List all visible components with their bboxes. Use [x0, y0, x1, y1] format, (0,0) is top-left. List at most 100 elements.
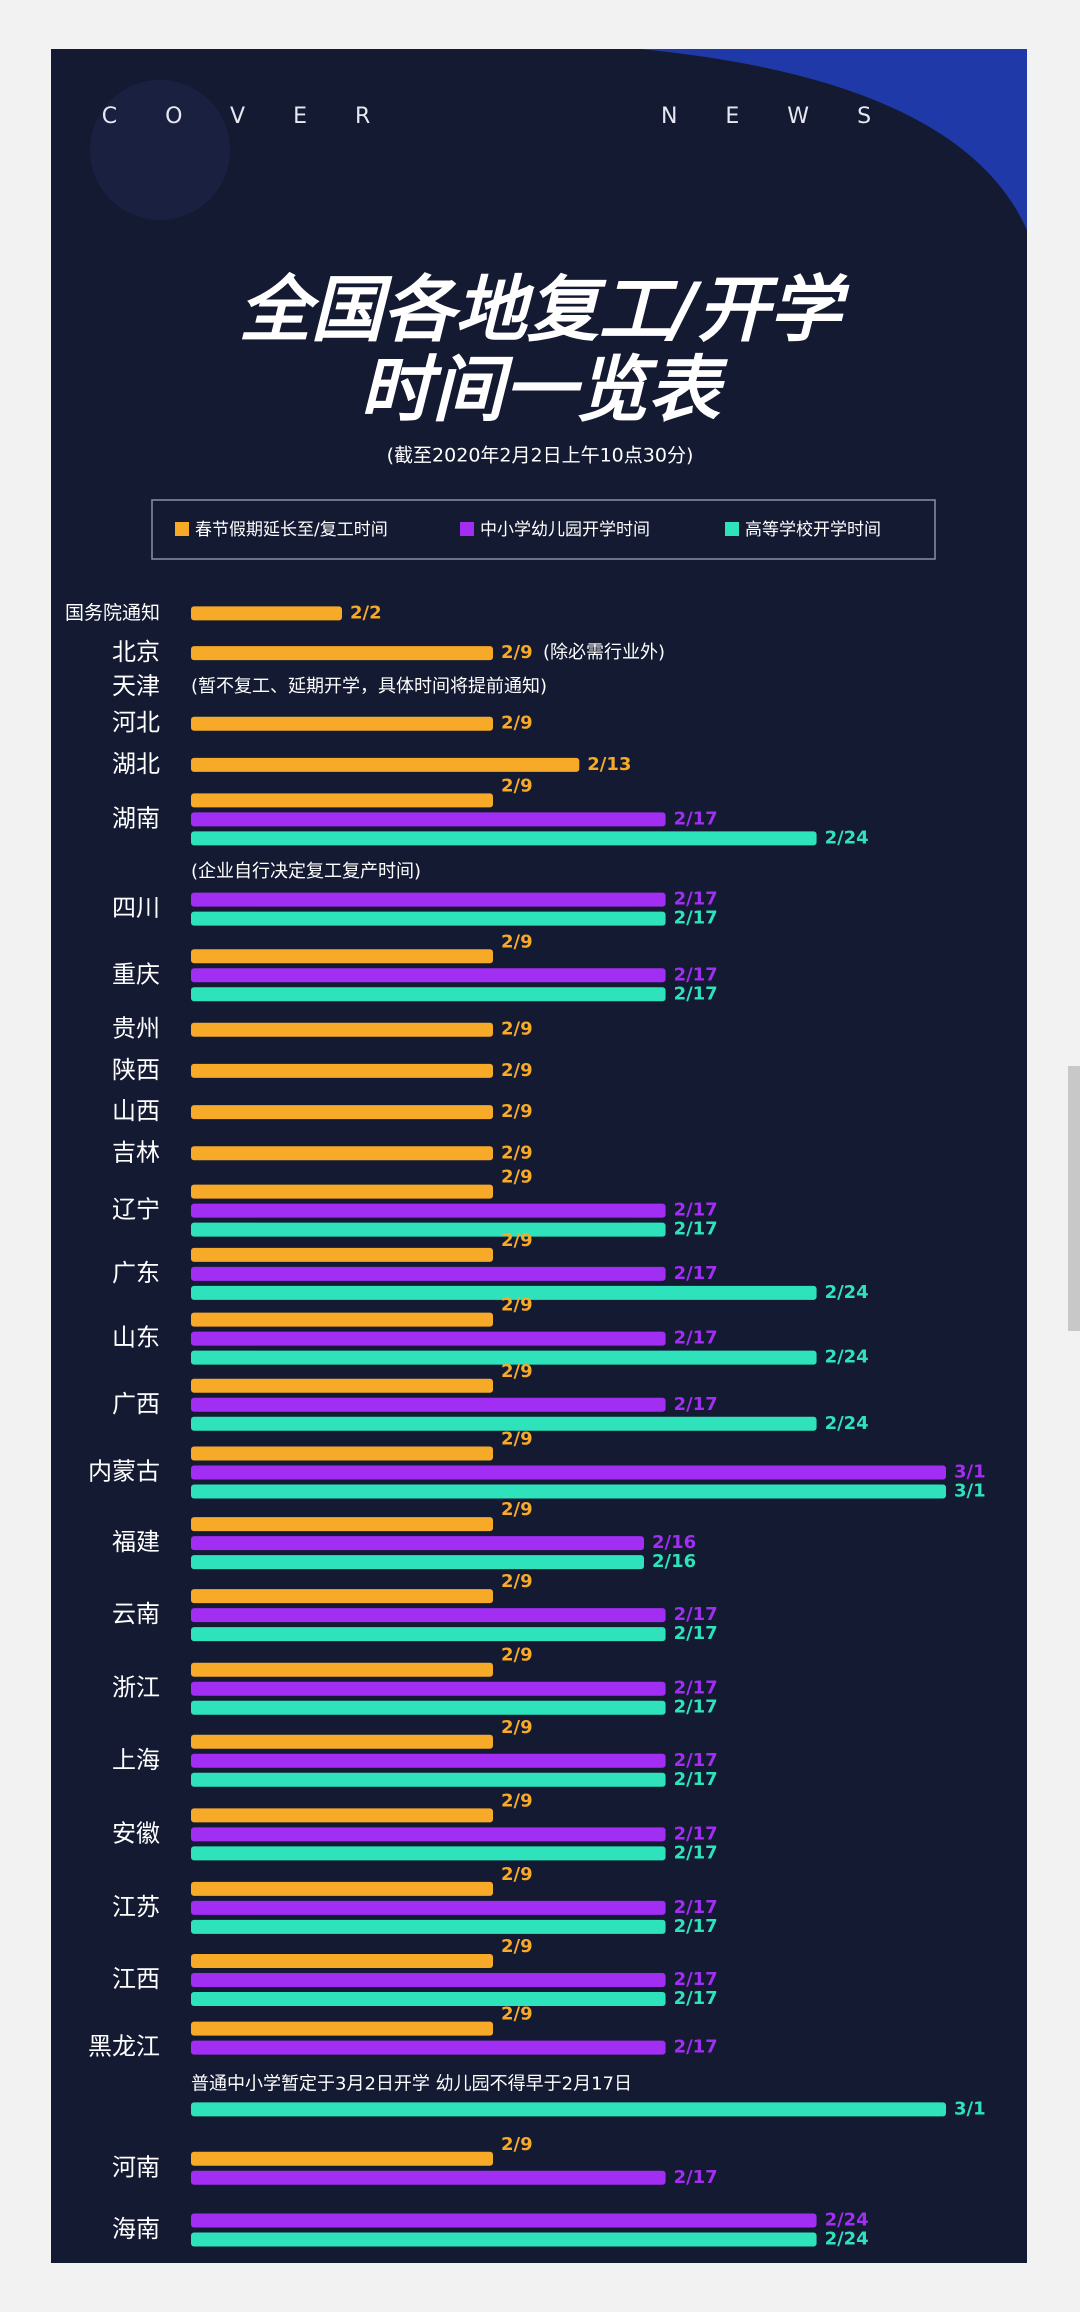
category-label: 内蒙古: [88, 1457, 160, 1485]
legend-swatch: [725, 522, 739, 536]
value-label: 2/9: [501, 1019, 533, 1040]
bar: [191, 757, 580, 772]
value-label: 2/9: [501, 1167, 533, 1188]
bar: [191, 812, 666, 827]
bar: [191, 1536, 644, 1551]
category-label: 江西: [112, 1965, 160, 1993]
value-label: 2/17: [674, 1769, 718, 1790]
bar: [191, 1627, 666, 1642]
category-label: 浙江: [112, 1674, 160, 1702]
bar: [191, 2170, 666, 2185]
note: (暂不复工、延期开学，具体时间将提前通知): [191, 676, 547, 697]
bar: [191, 2021, 493, 2036]
title: 全国各地复工/开学: [239, 268, 850, 352]
bar: [191, 1146, 493, 1161]
bar: [191, 1881, 493, 1896]
bar: [191, 1331, 666, 1346]
value-label: 2/17: [674, 964, 718, 985]
value-label: 2/9: [501, 2004, 533, 2025]
value-label: 2/17: [674, 983, 718, 1004]
bar: [191, 1517, 493, 1532]
value-label: 2/17: [674, 889, 718, 910]
value-label: 2/9: [501, 1428, 533, 1449]
value-label: 2/17: [674, 2037, 718, 2058]
bar: [191, 1589, 493, 1604]
bar: [191, 1312, 493, 1327]
bar: [191, 1555, 644, 1570]
value-label: 2/9: [501, 775, 533, 796]
bar: [191, 831, 817, 846]
scroll-indicator: [1068, 1066, 1080, 1331]
bar: [191, 1681, 666, 1696]
category-label: 湖南: [112, 804, 160, 832]
value-label: 2/9: [501, 1717, 533, 1738]
value-label: 2/17: [674, 1263, 718, 1284]
value-label: 2/24: [825, 1282, 869, 1303]
brand: COVER: [102, 104, 419, 129]
bar: [191, 1846, 666, 1861]
legend-swatch: [175, 522, 189, 536]
value-label: 2/17: [674, 1219, 718, 1240]
value-label: 2/9: [501, 1060, 533, 1081]
bar: [191, 1991, 666, 2006]
value-label: 2/17: [674, 908, 718, 929]
bar: [191, 1900, 666, 1915]
bar: [191, 1222, 666, 1237]
category-label: 吉林: [112, 1138, 160, 1166]
value-label: 2/24: [825, 2229, 869, 2250]
value-label: 2/17: [674, 1916, 718, 1937]
category-label: 陕西: [112, 1056, 160, 1084]
value-label: 3/1: [954, 2098, 986, 2119]
bar: [191, 646, 493, 661]
value-label: 2/2: [350, 602, 382, 623]
bar: [191, 2232, 817, 2247]
note: (企业自行决定复工复产时间): [191, 861, 421, 882]
bar: [191, 1919, 666, 1934]
value-label: 2/17: [674, 1969, 718, 1990]
legend-label: 高等学校开学时间: [745, 520, 881, 540]
bar: [191, 1416, 817, 1431]
category-label: 湖北: [112, 750, 160, 778]
value-label: 2/9: [501, 1361, 533, 1382]
value-label: 2/9: [501, 1864, 533, 1885]
category-label: 四川: [112, 894, 160, 922]
bar: [191, 1203, 666, 1218]
bar: [191, 1397, 666, 1412]
value-label: 2/17: [674, 1623, 718, 1644]
decor-circle: [90, 80, 230, 220]
value-label: 2/17: [674, 808, 718, 829]
category-label: 福建: [112, 1528, 160, 1556]
bar: [191, 2102, 946, 2117]
value-label: 2/17: [674, 1604, 718, 1625]
bar: [191, 1734, 493, 1749]
bar: [191, 911, 666, 926]
value-label: 2/9: [501, 642, 533, 663]
decor-shape: [640, 49, 1027, 230]
category-label: 辽宁: [112, 1196, 160, 1224]
bar: [191, 606, 342, 621]
category-label: 海南: [112, 2215, 160, 2243]
legend-label: 中小学幼儿园开学时间: [480, 520, 650, 540]
bar: [191, 892, 666, 907]
value-label: 2/13: [587, 754, 631, 775]
value-label: 2/17: [674, 1678, 718, 1699]
category-label: 北京: [112, 638, 160, 666]
value-label: 2/17: [674, 1750, 718, 1771]
bar: [191, 1266, 666, 1281]
bar: [191, 1608, 666, 1623]
bar: [191, 987, 666, 1002]
bar: [191, 1247, 493, 1262]
legend-swatch: [460, 522, 474, 536]
bar: [191, 1285, 817, 1300]
value-label: 2/17: [674, 1842, 718, 1863]
bar: [191, 1827, 666, 1842]
value-label: 2/9: [501, 1101, 533, 1122]
bar: [191, 1063, 493, 1078]
bar: [191, 1700, 666, 1715]
legend-label: 春节假期延长至/复工时间: [195, 520, 388, 540]
value-label: 2/9: [501, 1645, 533, 1666]
bar: [191, 793, 493, 808]
value-label: 2/9: [501, 1936, 533, 1957]
value-label: 2/9: [501, 1230, 533, 1251]
